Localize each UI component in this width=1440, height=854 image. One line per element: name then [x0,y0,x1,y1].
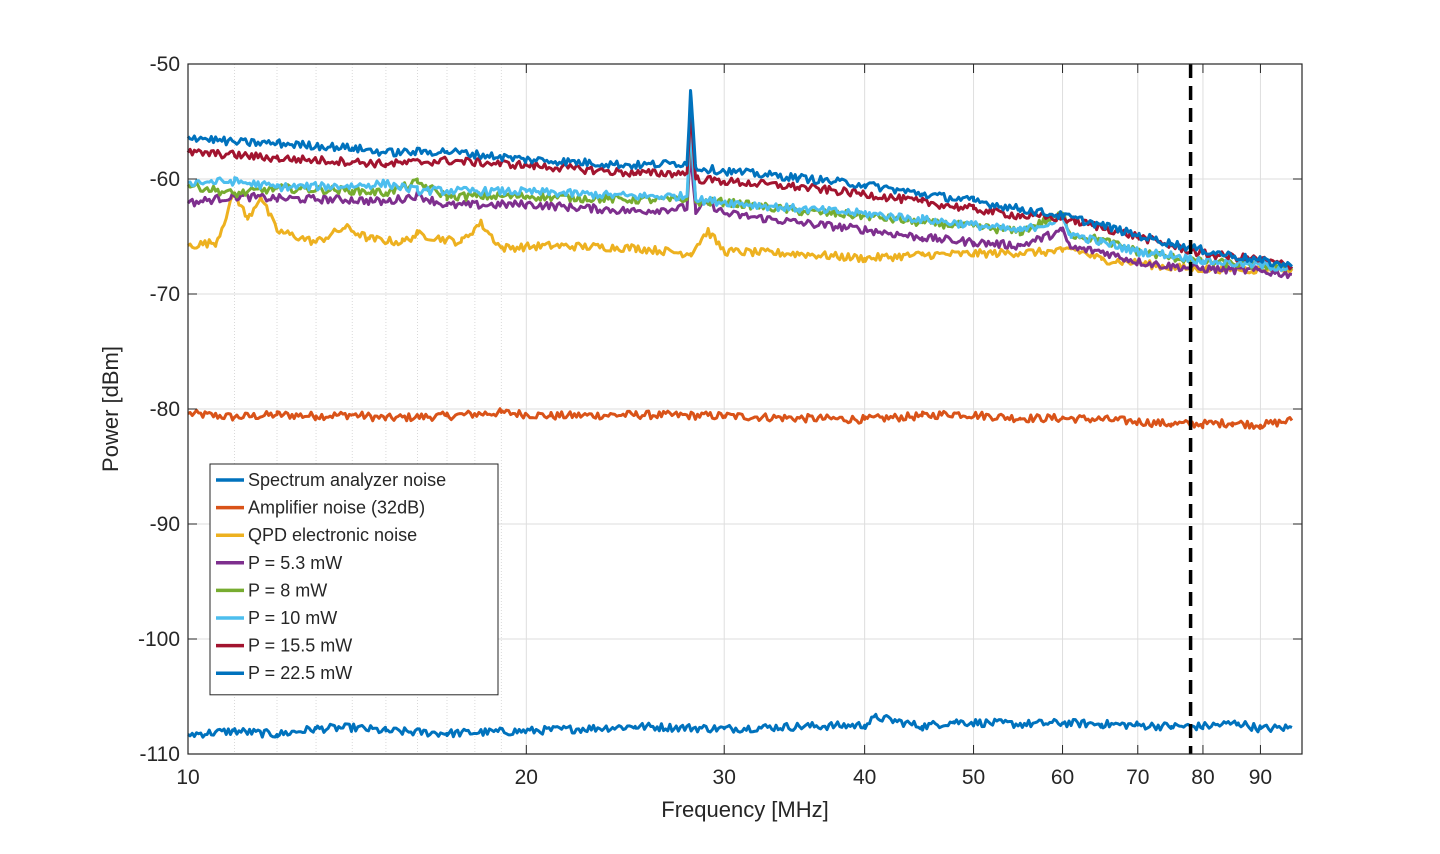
x-tick-label: 30 [713,766,736,789]
y-tick-label: -90 [150,513,180,536]
legend-label: P = 22.5 mW [248,663,352,683]
x-axis-label: Frequency [MHz] [661,797,829,822]
y-tick-label: -80 [150,398,180,421]
y-tick-label: -100 [138,628,180,651]
legend-label: P = 5.3 mW [248,553,342,573]
x-tick-label: 90 [1249,766,1272,789]
x-tick-label: 60 [1051,766,1074,789]
y-tick-label: -70 [150,283,180,306]
series-layer [186,88,1294,739]
tick-layer: 10 20 30 40 50 60 70 80 90 -50 -60 -70 -80 -90 -100 -11… [138,53,1302,789]
x-tick-label: 70 [1126,766,1149,789]
legend-box [209,463,499,696]
legend-label: P = 10 mW [248,608,337,628]
x-tick-label: 20 [515,766,538,789]
legend-label: P = 15.5 mW [248,636,352,656]
legend-label: Amplifier noise (32dB) [248,498,425,518]
series-line [187,191,1294,275]
series-line [186,88,1293,269]
legend-label: QPD electronic noise [248,525,417,545]
legend-label: Spectrum analyzer noise [248,470,446,490]
x-tick-label: 40 [853,766,876,789]
series-line [187,120,1294,272]
series-line [187,407,1294,431]
y-tick-label: -50 [150,53,180,76]
y-tick-label: -110 [140,743,180,766]
x-tick-label: 10 [176,766,199,789]
series-line [187,712,1293,739]
legend: Spectrum analyzer noise Amplifier noise (… [209,463,499,696]
x-tick-label: 50 [962,766,985,789]
series-line [186,108,1294,271]
legend-label: P = 8 mW [248,580,327,600]
series-line [186,125,1293,272]
x-tick-label: 80 [1191,766,1214,789]
y-tick-label: -60 [150,168,180,191]
series-line [186,148,1293,280]
y-axis-label: Power [dBm] [98,346,123,472]
